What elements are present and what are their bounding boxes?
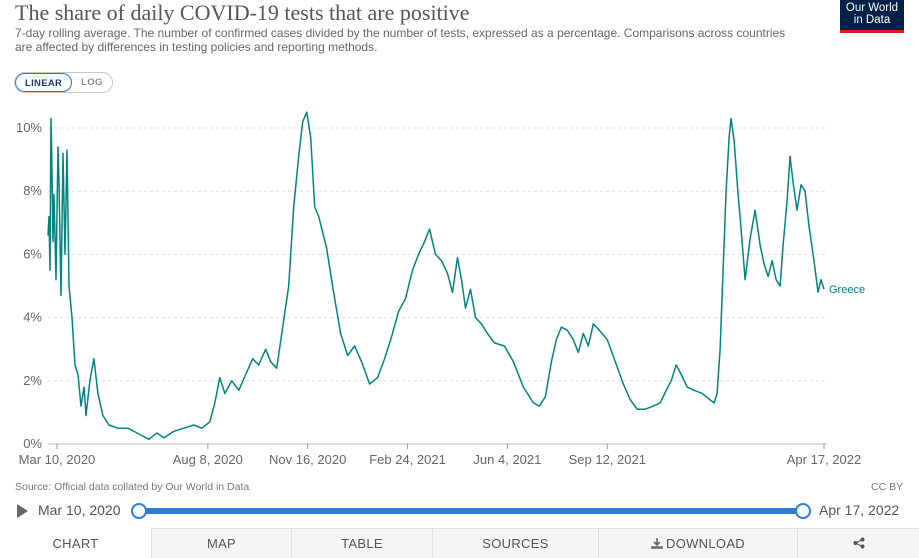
timeline-end-handle[interactable] bbox=[795, 503, 811, 519]
series-line-greece[interactable] bbox=[47, 111, 825, 441]
download-icon bbox=[651, 538, 663, 549]
x-tick-label: Sep 12, 2021 bbox=[569, 452, 646, 467]
play-icon[interactable] bbox=[17, 504, 28, 518]
tab-download[interactable]: DOWNLOAD bbox=[598, 528, 797, 558]
tab-sources[interactable]: SOURCES bbox=[432, 528, 598, 558]
x-tick-label: Aug 8, 2020 bbox=[173, 452, 243, 467]
tab-share[interactable] bbox=[797, 528, 919, 558]
x-tick-label: Mar 10, 2020 bbox=[19, 452, 96, 467]
license-label[interactable]: CC BY bbox=[871, 481, 904, 493]
x-tick-label: Apr 17, 2022 bbox=[787, 452, 861, 467]
timeline-start-label: Mar 10, 2020 bbox=[38, 502, 121, 518]
source-note[interactable]: Source: Official data collated by Our Wo… bbox=[15, 481, 250, 493]
owid-logo[interactable]: Our World in Data bbox=[840, 0, 904, 33]
tab-map-label: MAP bbox=[206, 536, 237, 551]
timeline[interactable]: Mar 10, 2020 Apr 17, 2022 bbox=[0, 496, 919, 526]
y-tick-label: 4% bbox=[23, 310, 42, 325]
x-tick-label: Jun 4, 2021 bbox=[473, 452, 541, 467]
line-chart: 0% 2% 4% 6% 8% 10% Mar 10, 2020 Aug 8, 2020 Nov… bbox=[16, 111, 865, 467]
tab-chart-label: CHART bbox=[52, 536, 99, 551]
tab-table-label: TABLE bbox=[341, 536, 383, 551]
tab-download-label: DOWNLOAD bbox=[666, 536, 745, 551]
y-tick-label: 2% bbox=[23, 373, 42, 388]
y-tick-label: 8% bbox=[23, 183, 42, 198]
logo-line-1: Our World bbox=[845, 2, 899, 14]
y-tick-label: 6% bbox=[23, 246, 42, 261]
x-tick-label: Nov 16, 2020 bbox=[269, 452, 346, 467]
y-tick-label: 0% bbox=[23, 436, 42, 451]
tab-sources-label: SOURCES bbox=[482, 536, 549, 551]
linear-scale-button[interactable]: LINEAR bbox=[15, 73, 73, 92]
share-icon bbox=[853, 537, 864, 549]
grid-lines bbox=[48, 127, 827, 445]
x-axis: Mar 10, 2020 Aug 8, 2020 Nov 16, 2020 Feb 2… bbox=[19, 444, 861, 467]
chart-subtitle: 7-day rolling average. The number of con… bbox=[15, 26, 786, 54]
chart-title: The share of daily COVID-19 tests that a… bbox=[15, 0, 470, 25]
tab-bar: CHART MAP TABLE SOURCES DOWNLOAD bbox=[0, 528, 919, 558]
scale-toggle[interactable]: LINEAR LOG bbox=[14, 72, 113, 93]
timeline-track[interactable] bbox=[139, 508, 803, 514]
log-scale-button[interactable]: LOG bbox=[81, 77, 103, 88]
timeline-start-handle[interactable] bbox=[131, 503, 147, 519]
tab-chart[interactable]: CHART bbox=[0, 528, 151, 558]
series-label-greece[interactable]: Greece bbox=[829, 284, 865, 296]
tab-table[interactable]: TABLE bbox=[291, 528, 432, 558]
timeline-end-label: Apr 17, 2022 bbox=[819, 502, 900, 518]
logo-line-2: in Data bbox=[853, 14, 891, 26]
y-tick-label: 10% bbox=[16, 120, 42, 135]
y-axis: 0% 2% 4% 6% 8% 10% bbox=[16, 120, 42, 451]
x-tick-label: Feb 24, 2021 bbox=[369, 452, 446, 467]
tab-map[interactable]: MAP bbox=[151, 528, 291, 558]
series-group[interactable]: Greece bbox=[47, 111, 865, 441]
